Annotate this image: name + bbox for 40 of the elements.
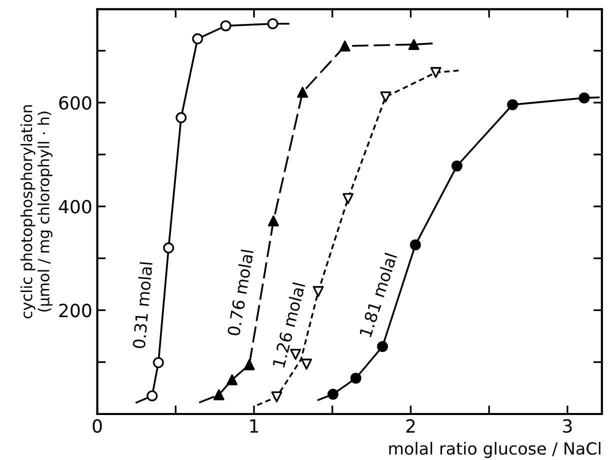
text: 0.76 molal [226, 249, 254, 336]
point [312, 286, 324, 298]
point [430, 67, 442, 78]
x-axis-title: molal ratio glucose / NaCl [389, 442, 600, 458]
point [267, 18, 278, 30]
y-tick-label: 400 [58, 200, 92, 214]
point [244, 359, 255, 370]
point [408, 38, 420, 50]
point [339, 40, 350, 52]
y-tick-label: 600 [59, 96, 92, 110]
point [213, 389, 224, 400]
point [297, 86, 308, 98]
point [578, 92, 590, 104]
point [220, 20, 232, 32]
point [268, 215, 279, 226]
point [410, 239, 421, 250]
point [451, 160, 462, 172]
x-tick-label: 0 [92, 419, 102, 433]
point [271, 391, 282, 402]
x-tick-label: 1 [250, 419, 258, 433]
point [152, 357, 164, 368]
text: 0.31 molal [132, 262, 153, 349]
point [301, 358, 312, 370]
x-tick-label: 3 [563, 419, 572, 433]
point [327, 388, 338, 400]
point [507, 99, 518, 110]
text: 1.81 molal [358, 252, 398, 338]
point [163, 242, 174, 254]
point [380, 91, 392, 102]
text: 1.26 molal [272, 282, 306, 368]
point [377, 341, 388, 352]
x-tick-label: 2 [406, 419, 415, 433]
point [192, 33, 204, 44]
point [146, 390, 158, 402]
point [342, 193, 354, 204]
y-axis-title: cyclic photophosphorylation (µmol / mg chlorophyll · h) [20, 105, 52, 318]
point [226, 374, 238, 386]
point [350, 372, 362, 384]
point [176, 112, 187, 124]
y-tick-label: 200 [59, 304, 92, 318]
